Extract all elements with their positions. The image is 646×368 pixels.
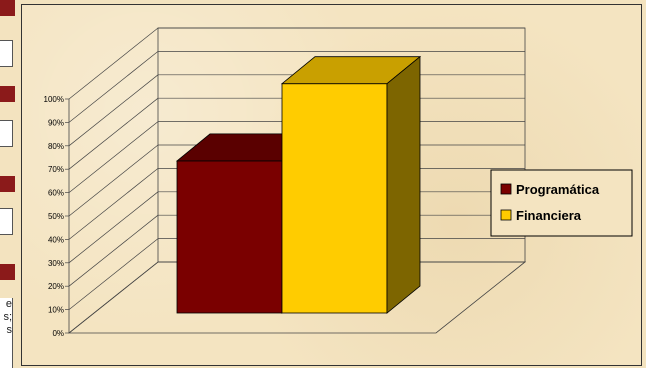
y-tick-label: 70% <box>48 165 64 174</box>
y-tick-label: 80% <box>48 142 64 151</box>
y-tick-label: 20% <box>48 282 64 291</box>
bar-chart-3d: 0% 10% 20% 30% 40% 50% 60% 70% 80% 90% 100% Program… <box>44 27 633 338</box>
bar-side-2 <box>386 55 421 314</box>
chart-frame: 0% 10% 20% 30% 40% 50% 60% 70% 80% 90% 100% Program… <box>21 4 642 366</box>
y-tick-label: 40% <box>48 235 64 244</box>
gridline-side <box>68 144 159 217</box>
strip-header-3 <box>0 176 15 192</box>
y-tick-label: 0% <box>52 329 64 338</box>
strip-header-1 <box>0 0 15 16</box>
gridline-side <box>68 27 159 100</box>
gridline-side <box>68 238 159 310</box>
strip-text-line-2: s; <box>3 311 12 323</box>
strip-text-line-1: e <box>5 298 12 310</box>
strip-header-2 <box>0 86 15 102</box>
gridline-side <box>68 51 159 123</box>
strip-box-3 <box>0 208 13 235</box>
gridline-side <box>68 261 159 334</box>
gridline-side <box>68 191 159 264</box>
gridline-side <box>68 74 159 147</box>
bar-front-2 <box>281 83 388 314</box>
legend-box <box>490 169 633 237</box>
bar-front-1 <box>176 160 283 314</box>
strip-box-1 <box>0 40 13 67</box>
left-slide-strip: e s; s <box>0 0 15 368</box>
gridline-side <box>68 97 159 170</box>
y-tick-label: 10% <box>48 306 64 315</box>
strip-box-2 <box>0 120 13 147</box>
legend-label-1: Programática <box>516 182 600 197</box>
y-tick-label: 60% <box>48 189 64 198</box>
y-tick-label: 50% <box>48 212 64 221</box>
y-tick-label: 30% <box>48 259 64 268</box>
y-tick-label: 100% <box>44 95 64 104</box>
legend-swatch-1 <box>500 183 512 195</box>
gridline-side <box>68 121 159 193</box>
legend-label-2: Financiera <box>516 208 582 223</box>
strip-text-block: e s; s <box>0 298 13 368</box>
legend-swatch-2 <box>500 209 512 221</box>
gridline-side <box>68 168 159 240</box>
strip-text-line-3: s <box>6 324 13 336</box>
gridline-side <box>68 214 159 287</box>
strip-header-4 <box>0 264 15 280</box>
y-tick-label: 90% <box>48 118 64 127</box>
